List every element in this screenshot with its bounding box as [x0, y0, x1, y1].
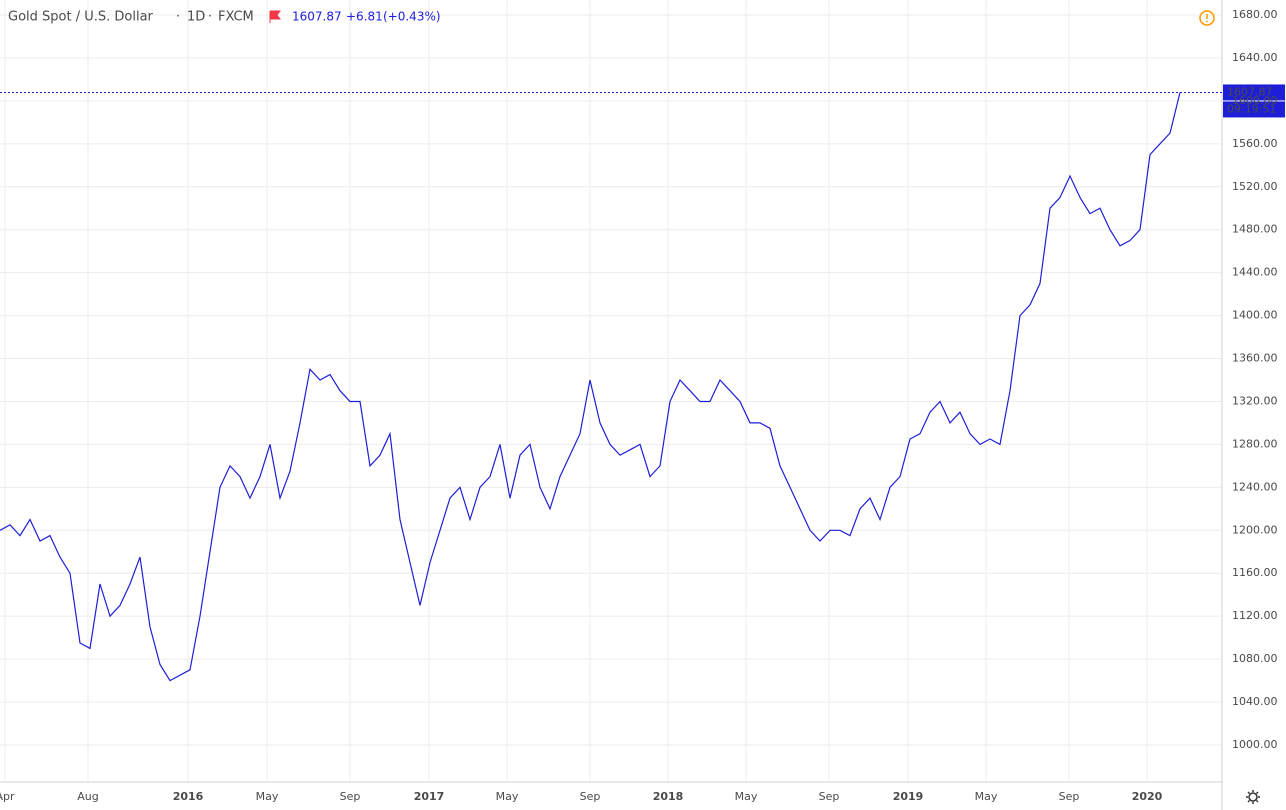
y-tick-label: 1440.00 [1232, 266, 1278, 279]
y-tick-label: 1520.00 [1232, 180, 1278, 193]
settings-icon[interactable] [1246, 790, 1260, 804]
y-tick-label: 1040.00 [1232, 695, 1278, 708]
y-tick-label: 1320.00 [1232, 394, 1278, 407]
change-percent: (+0.43%) [383, 10, 441, 24]
separator: · [208, 10, 212, 25]
warning-icon[interactable] [1199, 10, 1215, 26]
y-tick-label: 1200.00 [1232, 523, 1278, 536]
x-tick-label: 2018 [653, 790, 684, 803]
symbol-title: Gold Spot / U.S. Dollar [8, 10, 154, 25]
y-tick-label: 1360.00 [1232, 352, 1278, 365]
y-tick-label: 1280.00 [1232, 437, 1278, 450]
x-tick-label: 2017 [414, 790, 445, 803]
last-price-label: 1607.87 [1227, 85, 1273, 98]
x-tick-label: Apr [0, 790, 15, 803]
y-tick-label: 1680.00 [1232, 8, 1278, 21]
x-tick-label: May [735, 790, 758, 803]
separator: · [176, 10, 180, 25]
x-tick-label: 2016 [173, 790, 204, 803]
last-price: 1607.87 [292, 10, 342, 24]
y-tick-label: 1560.00 [1232, 137, 1278, 150]
change: +6.81 [346, 10, 383, 24]
x-tick-label: Sep [340, 790, 361, 803]
flag-icon [269, 10, 281, 23]
y-tick-label: 1640.00 [1232, 51, 1278, 64]
x-tick-label: Sep [580, 790, 601, 803]
x-tick-label: Sep [819, 790, 840, 803]
y-tick-label: 1240.00 [1232, 480, 1278, 493]
x-tick-label: Sep [1059, 790, 1080, 803]
x-tick-label: May [256, 790, 279, 803]
y-tick-label: 1400.00 [1232, 309, 1278, 322]
grid [0, 0, 1222, 782]
x-tick-label: May [496, 790, 519, 803]
x-tick-label: 2019 [893, 790, 924, 803]
y-tick-label: 1160.00 [1232, 566, 1278, 579]
y-tick-label: 1600.00 [1232, 94, 1278, 107]
y-tick-label: 1120.00 [1232, 609, 1278, 622]
x-tick-label: May [975, 790, 998, 803]
countdown-box [1223, 101, 1285, 118]
y-tick-label: 1480.00 [1232, 223, 1278, 236]
countdown-label: 09:19:51 [1227, 102, 1276, 115]
price-line [0, 92, 1181, 682]
last-price-box [1223, 84, 1285, 101]
y-tick-label: 1000.00 [1232, 738, 1278, 751]
x-tick-label: Aug [77, 790, 98, 803]
x-tick-label: 2020 [1132, 790, 1163, 803]
source: FXCM [218, 10, 254, 25]
interval: 1D [187, 10, 205, 25]
plot: 1607.87 09:19:51 [0, 84, 1285, 682]
y-tick-label: 1080.00 [1232, 652, 1278, 665]
